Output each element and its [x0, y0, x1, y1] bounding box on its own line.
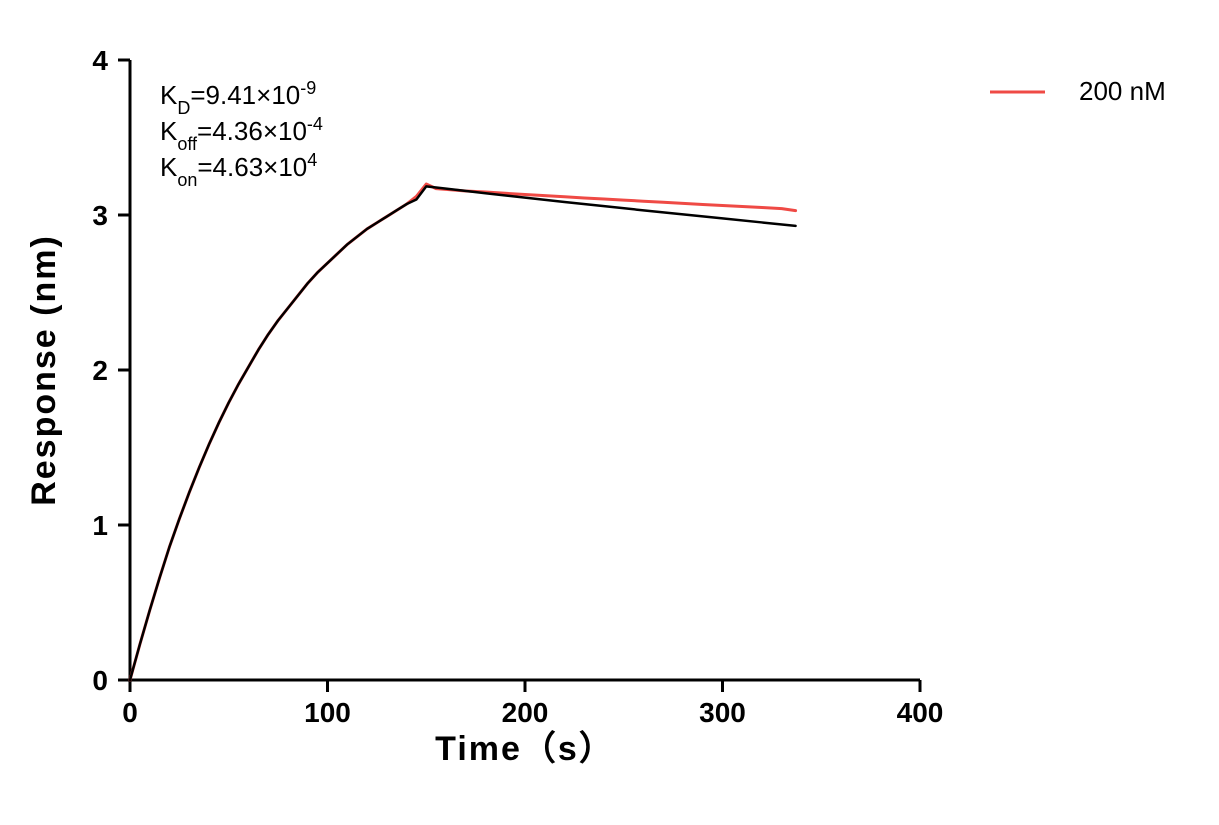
x-tick-label: 100: [304, 697, 351, 728]
y-tick-label: 3: [92, 200, 108, 231]
x-tick-label: 400: [897, 697, 944, 728]
x-tick-label: 300: [699, 697, 746, 728]
x-axis-title: Time（s）: [435, 729, 615, 768]
y-tick-label: 0: [92, 665, 108, 696]
binding-kinetics-chart: 0 100 200 300 400 0 1 2 3 4 Time（s） Response (nm) 20…: [0, 0, 1219, 825]
x-tick-label: 200: [502, 697, 549, 728]
y-tick-label: 1: [92, 510, 108, 541]
y-tick-label: 2: [92, 355, 108, 386]
y-tick-label: 4: [92, 45, 108, 76]
y-axis-title: Response (nm): [25, 234, 63, 506]
legend-label: 200 nM: [1079, 76, 1166, 106]
chart-svg: 0 100 200 300 400 0 1 2 3 4 Time（s） Response (nm) 20…: [0, 0, 1219, 825]
x-tick-label: 0: [122, 697, 138, 728]
